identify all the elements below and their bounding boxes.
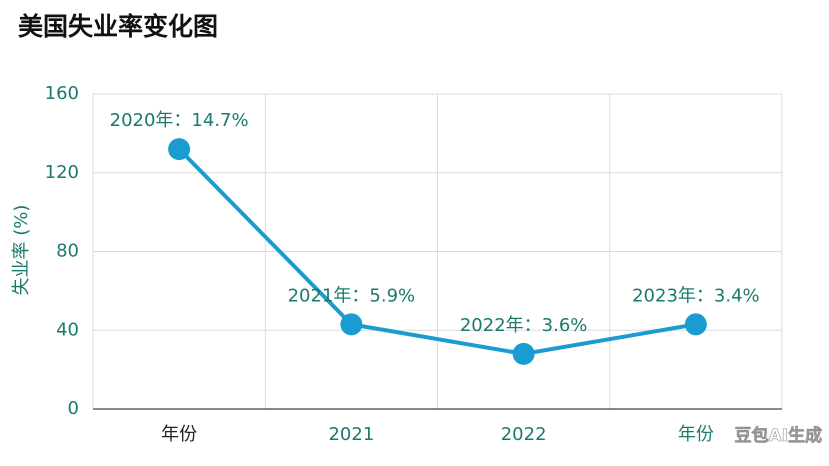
annotation: 2022年：3.6% bbox=[460, 315, 588, 336]
annotation: 2021年：5.9% bbox=[288, 285, 416, 306]
x-tick-label: 2022 bbox=[501, 424, 547, 445]
y-tick-label: 0 bbox=[68, 398, 79, 419]
y-tick-label: 160 bbox=[45, 83, 79, 104]
y-axis-label: 失业率 (%) bbox=[11, 205, 32, 296]
point bbox=[512, 342, 535, 365]
x-tick-label: 年份 bbox=[161, 424, 197, 445]
y-tick-label: 80 bbox=[56, 241, 79, 262]
y-tick-label: 120 bbox=[45, 162, 79, 183]
line bbox=[177, 147, 697, 356]
x-tick-label: 2021 bbox=[328, 424, 374, 445]
annotation: 2020年：14.7% bbox=[110, 110, 249, 131]
chart-title: 美国失业率变化图 bbox=[18, 12, 218, 41]
annotation: 2023年：3.4% bbox=[632, 285, 760, 306]
point bbox=[340, 313, 363, 336]
x-tick-label: 年份 bbox=[678, 424, 714, 445]
y-tick-label: 40 bbox=[56, 319, 79, 340]
watermark: 豆包AI生成 bbox=[735, 425, 822, 446]
point bbox=[168, 138, 191, 161]
point bbox=[684, 313, 707, 336]
